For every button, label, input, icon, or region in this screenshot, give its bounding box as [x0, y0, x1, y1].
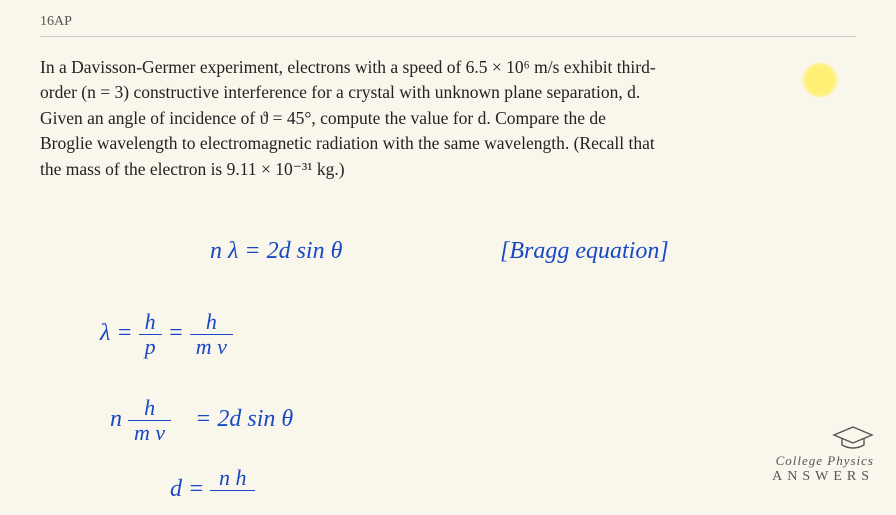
den: p	[139, 335, 162, 359]
graduation-cap-icon	[832, 425, 874, 451]
num: h	[139, 310, 162, 335]
eq3-lhs: n	[110, 406, 122, 432]
eq2-lhs: λ =	[100, 320, 133, 346]
eq4-lhs: d =	[170, 476, 204, 502]
equation-bragg-label: [Bragg equation]	[500, 238, 669, 264]
problem-number: 16AP	[40, 14, 72, 29]
problem-number-header: 16AP	[40, 0, 856, 37]
equation-solve-d: d = n h	[170, 466, 255, 515]
num: n h	[210, 466, 255, 491]
watermark-logo: College Physics ANSWERS	[772, 425, 874, 485]
num: h	[190, 310, 233, 335]
problem-statement: In a Davisson-Germer experiment, electro…	[0, 37, 720, 182]
problem-text: In a Davisson-Germer experiment, electro…	[40, 57, 656, 179]
eq2-mid: =	[168, 320, 184, 346]
den	[210, 491, 255, 515]
eq3-rhs: = 2d sin θ	[195, 406, 293, 432]
fraction-h-over-mv: h m v	[190, 310, 233, 359]
fraction-h-over-mv-2: h m v	[128, 396, 171, 445]
eq-note: [Bragg equation]	[500, 238, 669, 264]
logo-line1: College Physics	[772, 453, 874, 469]
equation-debroglie: λ = h p = h m v	[100, 310, 233, 359]
den: m v	[128, 421, 171, 445]
equation-substituted: n h m v = 2d sin θ	[110, 396, 293, 445]
highlight-marker	[802, 62, 838, 98]
num: h	[128, 396, 171, 421]
equation-bragg: n λ = 2d sin θ	[210, 238, 342, 264]
eq-text: n λ = 2d sin θ	[210, 238, 342, 264]
fraction-nh: n h	[210, 466, 255, 515]
fraction-h-over-p: h p	[139, 310, 162, 359]
logo-line2: ANSWERS	[772, 469, 874, 485]
den: m v	[190, 335, 233, 359]
